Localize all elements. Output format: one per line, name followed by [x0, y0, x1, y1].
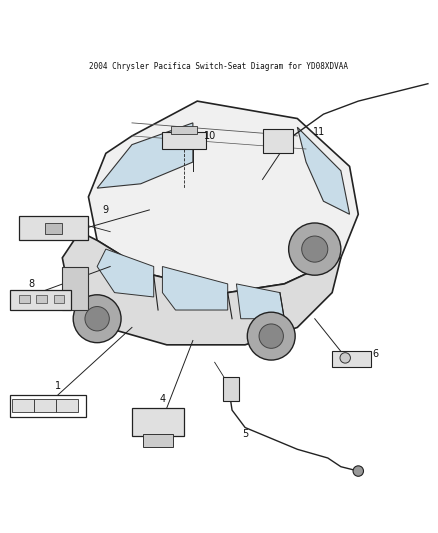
- Bar: [53, 295, 64, 303]
- Bar: [62, 266, 88, 310]
- Text: 1: 1: [55, 381, 61, 391]
- Bar: [12, 399, 34, 413]
- Bar: [132, 408, 184, 436]
- Circle shape: [340, 353, 350, 363]
- Text: 4: 4: [159, 394, 166, 404]
- Polygon shape: [162, 266, 228, 310]
- Bar: [45, 223, 62, 234]
- Text: 9: 9: [103, 205, 109, 215]
- Bar: [223, 377, 239, 401]
- Polygon shape: [237, 284, 284, 319]
- Text: 11: 11: [313, 126, 325, 136]
- Bar: [10, 395, 86, 417]
- Circle shape: [85, 306, 110, 331]
- Circle shape: [302, 236, 328, 262]
- Bar: [171, 126, 197, 134]
- Bar: [162, 133, 206, 149]
- Bar: [34, 399, 56, 413]
- Polygon shape: [62, 232, 341, 345]
- Bar: [19, 216, 88, 240]
- Bar: [332, 351, 371, 367]
- Bar: [56, 399, 78, 413]
- Text: 5: 5: [242, 429, 248, 439]
- Bar: [19, 295, 30, 303]
- Polygon shape: [297, 127, 350, 214]
- Circle shape: [353, 466, 364, 477]
- Text: 2004 Chrysler Pacifica Switch-Seat Diagram for YD08XDVAA: 2004 Chrysler Pacifica Switch-Seat Diagr…: [89, 62, 349, 71]
- Bar: [36, 295, 47, 303]
- Circle shape: [259, 324, 283, 349]
- Bar: [262, 130, 293, 154]
- Polygon shape: [88, 101, 358, 293]
- Text: 10: 10: [204, 131, 216, 141]
- Polygon shape: [97, 249, 154, 297]
- Circle shape: [247, 312, 295, 360]
- Circle shape: [289, 223, 341, 275]
- Circle shape: [73, 295, 121, 343]
- Polygon shape: [97, 123, 193, 188]
- Text: 8: 8: [29, 279, 35, 289]
- Bar: [10, 290, 71, 310]
- Bar: [143, 434, 173, 447]
- Text: 6: 6: [373, 349, 379, 359]
